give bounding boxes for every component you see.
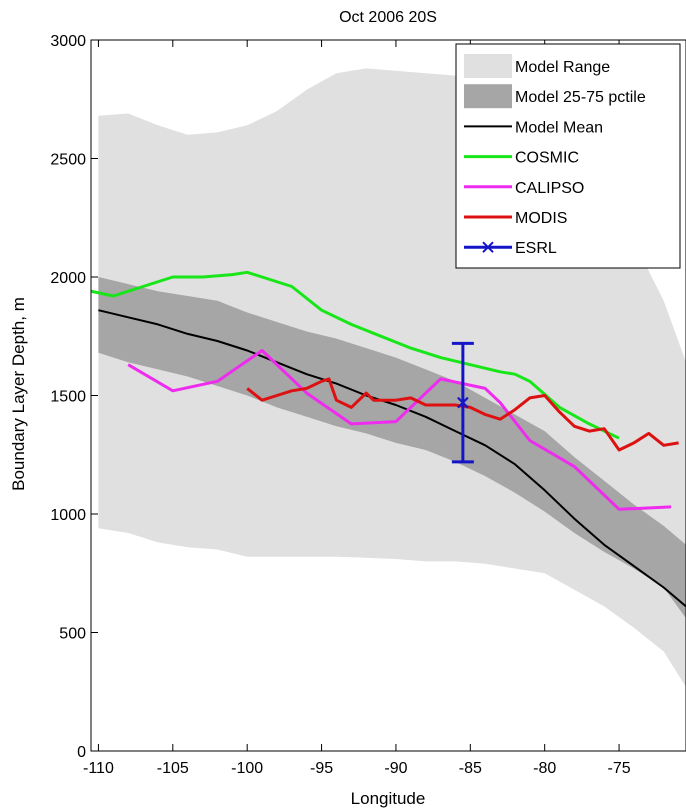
x-tick-label: -95 bbox=[310, 760, 333, 777]
esrl-point bbox=[457, 396, 469, 409]
x-tick-label: -110 bbox=[83, 760, 114, 777]
y-tick-label: 3000 bbox=[50, 33, 86, 50]
x-tick-label: -100 bbox=[231, 760, 263, 777]
legend-label: Model Range bbox=[515, 59, 610, 76]
series-line-modis bbox=[246, 377, 679, 452]
series-line-model-mean bbox=[98, 309, 686, 608]
legend-label: ESRL bbox=[515, 240, 557, 257]
x-tick-label: -80 bbox=[533, 760, 556, 777]
x-tick-label: -105 bbox=[157, 760, 189, 777]
y-tick-label: 2500 bbox=[50, 152, 86, 169]
legend-swatch-model-range bbox=[464, 54, 512, 78]
legend-label: COSMIC bbox=[515, 150, 579, 167]
y-tick-label: 1500 bbox=[50, 389, 86, 406]
series-line-cosmic bbox=[91, 270, 620, 440]
legend-label: CALIPSO bbox=[515, 180, 584, 197]
legend-label: Model Mean bbox=[515, 119, 603, 136]
x-tick-label: -85 bbox=[459, 760, 482, 777]
x-tick-label: -75 bbox=[608, 760, 631, 777]
x-tick-label: -90 bbox=[384, 760, 407, 777]
legend-label: Model 25-75 pctile bbox=[515, 89, 646, 106]
y-tick-label: 0 bbox=[77, 744, 86, 761]
y-tick-label: 1000 bbox=[50, 507, 86, 524]
y-tick-label: 2000 bbox=[50, 270, 86, 287]
legend-label: MODIS bbox=[515, 210, 567, 227]
chart-title: Oct 2006 20S bbox=[339, 9, 437, 26]
y-tick-label: 500 bbox=[59, 626, 86, 643]
legend-swatch-model-iqr bbox=[464, 84, 512, 109]
legend-marker-esrl bbox=[482, 241, 494, 253]
legend: Model Range Model 25-75 pctile Model Mean C… bbox=[455, 43, 681, 269]
y-axis-label: Boundary Layer Depth, m bbox=[9, 297, 28, 491]
axes: -110 -105 -100 -95 -90 -85 -80 -75 0 500 1000 1500 2… bbox=[50, 33, 686, 777]
x-axis-label: Longitude bbox=[351, 789, 426, 808]
